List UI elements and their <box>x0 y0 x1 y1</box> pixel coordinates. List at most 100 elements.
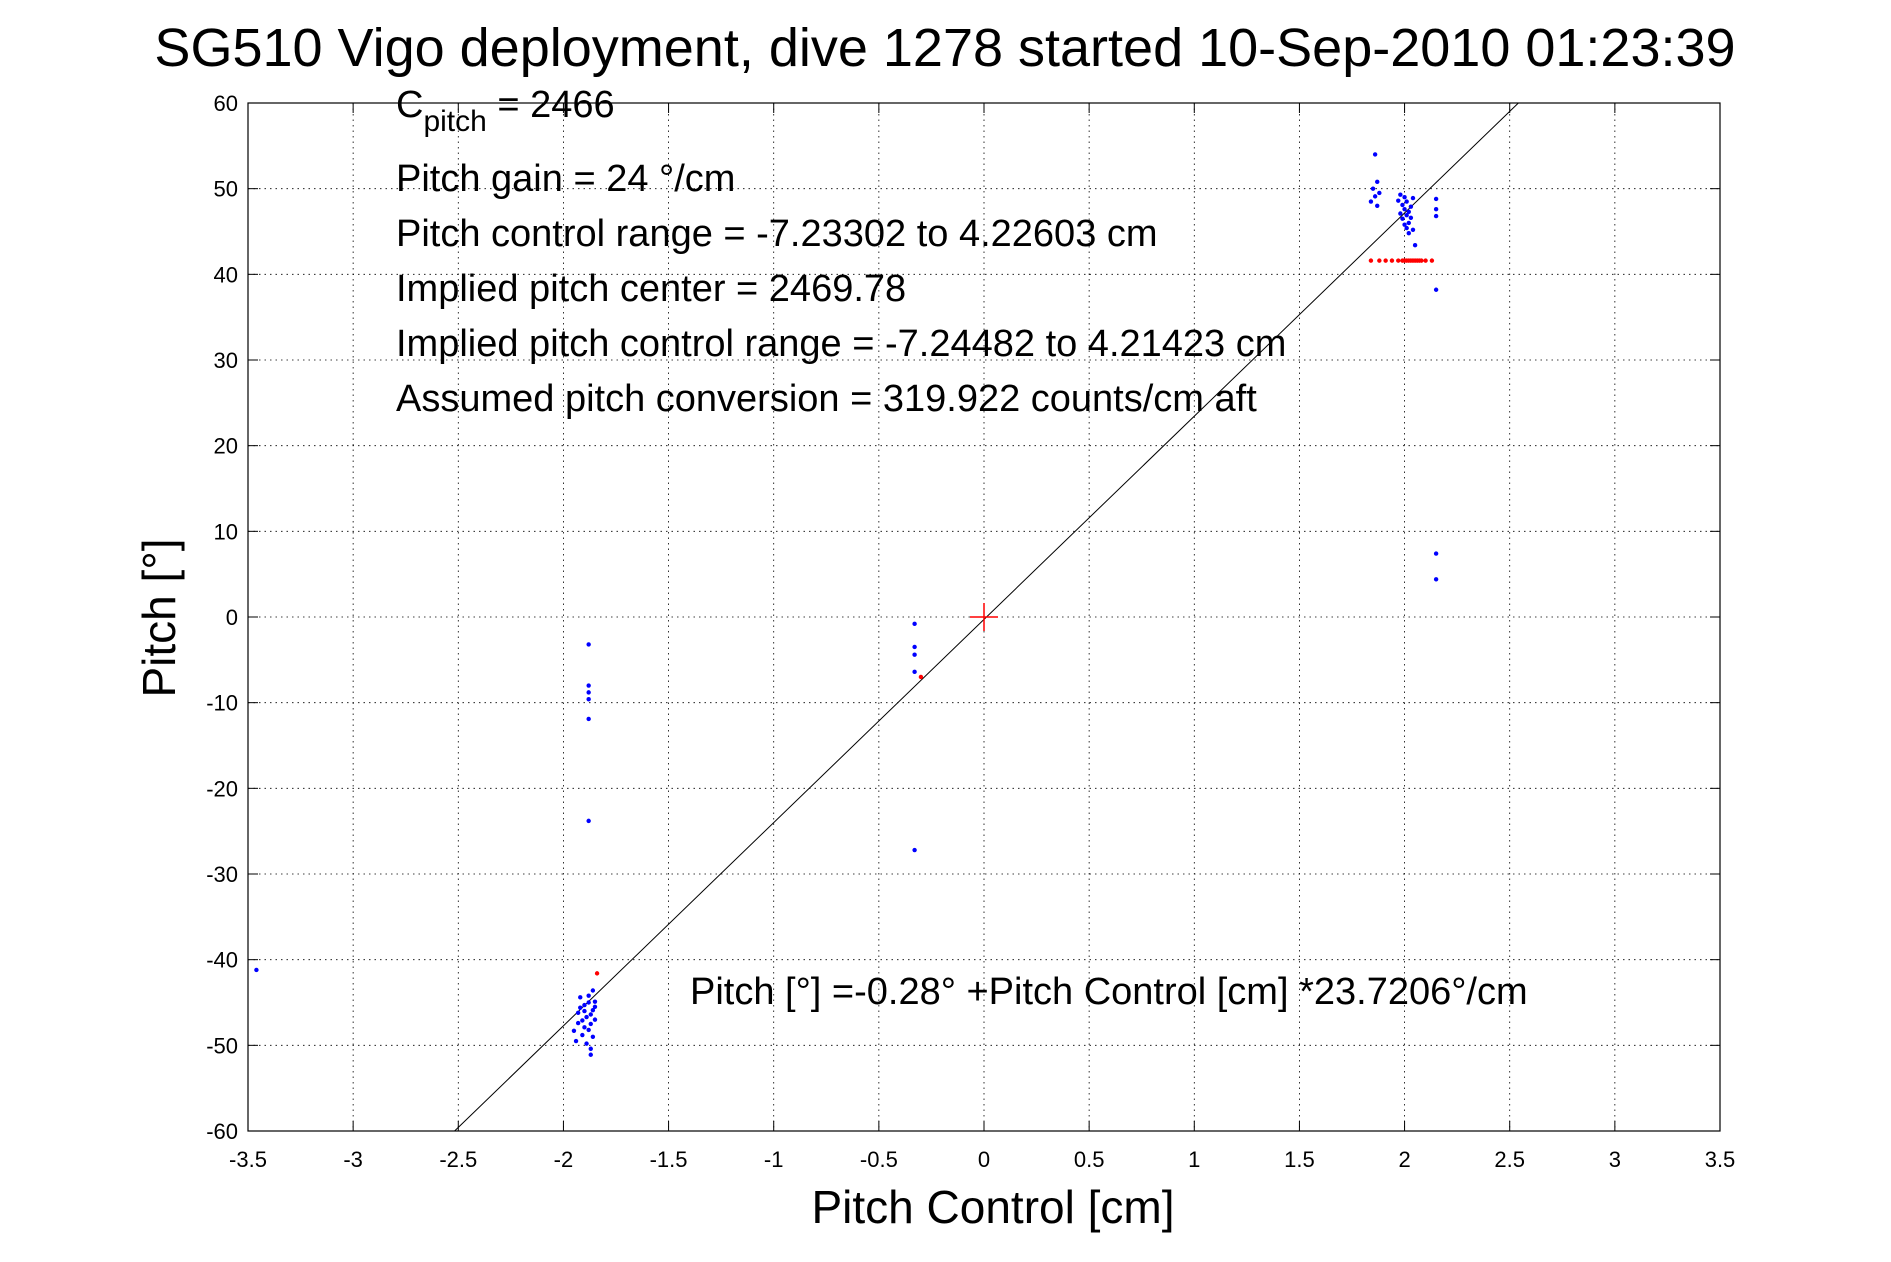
data-point <box>586 818 591 824</box>
data-point <box>571 1028 577 1033</box>
data-point <box>1406 220 1411 226</box>
data-point <box>586 683 591 688</box>
data-point <box>1433 213 1439 219</box>
data-point <box>586 716 591 722</box>
data-point <box>1377 190 1382 196</box>
data-point <box>1402 222 1407 227</box>
y-tick-label: 40 <box>214 262 238 287</box>
x-tick-label: 2 <box>1398 1147 1410 1172</box>
x-tick-label: 1 <box>1188 1147 1200 1172</box>
data-point <box>1404 213 1409 218</box>
data-point <box>590 1008 596 1013</box>
fit-equation-annotation: Pitch [°] =-0.28° +Pitch Control [cm] *2… <box>690 971 1528 1013</box>
data-point <box>592 1004 598 1009</box>
y-tick-label: 0 <box>226 605 238 630</box>
data-point <box>590 1034 596 1039</box>
x-tick-label: 0.5 <box>1074 1147 1105 1172</box>
x-tick-label: -2 <box>554 1147 574 1172</box>
data-point <box>1398 192 1403 197</box>
data-point <box>580 1018 585 1023</box>
data-point <box>912 652 917 657</box>
grid-lines <box>248 103 1720 1131</box>
y-tick-label: 50 <box>214 177 238 202</box>
y-tick-label: -60 <box>206 1119 238 1144</box>
data-point <box>1408 204 1414 209</box>
data-point <box>1372 152 1378 157</box>
data-point <box>586 697 591 702</box>
x-tick-label: -1.5 <box>650 1147 688 1172</box>
data-point <box>586 993 591 998</box>
data-point <box>592 999 598 1004</box>
y-tick-label: -20 <box>206 776 238 801</box>
data-point <box>1402 195 1407 200</box>
data-point <box>584 1041 589 1046</box>
y-tick-label: -40 <box>206 948 238 973</box>
data-point <box>575 1020 581 1026</box>
data-point <box>588 1046 593 1051</box>
data-point <box>590 988 596 993</box>
data-point <box>584 1014 589 1020</box>
data-point <box>1429 258 1435 263</box>
data-point <box>1370 186 1376 191</box>
data-point <box>573 1038 579 1044</box>
tick-marks <box>247 102 1721 1132</box>
data-point <box>588 1052 593 1057</box>
data-point <box>1383 258 1388 263</box>
data-point <box>586 1000 591 1005</box>
data-point <box>1400 202 1405 208</box>
data-point <box>575 1010 581 1015</box>
data-point <box>588 1012 593 1017</box>
data-point <box>1396 198 1401 203</box>
x-axis-label: Pitch Control [cm] <box>812 1181 1175 1233</box>
data-points <box>254 152 1439 1057</box>
x-tick-labels: -3.5 -3 -2.5 -2 -1.5 -1 -0.5 0 0.5 1 1.5 2 2.5 3 3.5 <box>229 1147 1735 1172</box>
x-tick-label: -3 <box>343 1147 363 1172</box>
data-point <box>912 621 917 627</box>
data-point <box>912 847 917 853</box>
data-point <box>582 1025 587 1030</box>
x-tick-label: -1 <box>764 1147 784 1172</box>
data-point <box>1406 231 1411 236</box>
data-point <box>254 967 259 973</box>
c-pitch-subscript: pitch <box>423 105 486 138</box>
data-point <box>1410 227 1416 232</box>
annotation-block: Cpitch = 2466 Pitch gain = 24 °/cm Pitch… <box>396 84 1528 1013</box>
data-point <box>578 1005 583 1010</box>
data-point <box>1433 207 1439 212</box>
data-point <box>1398 211 1403 216</box>
y-tick-label: -50 <box>206 1033 238 1058</box>
y-tick-label: -10 <box>206 691 238 716</box>
data-point <box>1372 194 1378 199</box>
x-tick-label: 3 <box>1609 1147 1621 1172</box>
data-point <box>1368 199 1374 204</box>
data-point <box>1396 258 1401 263</box>
data-point <box>588 1021 593 1027</box>
data-point <box>586 1027 591 1033</box>
chart-title: SG510 Vigo deployment, dive 1278 started… <box>154 18 1735 78</box>
data-point <box>1433 577 1439 582</box>
data-point <box>1404 225 1409 231</box>
data-point <box>1402 207 1407 212</box>
data-point <box>582 1002 587 1008</box>
data-point <box>594 971 600 976</box>
y-tick-label: 60 <box>214 91 238 116</box>
data-point <box>1419 258 1424 263</box>
data-point <box>912 669 917 675</box>
data-point <box>1400 216 1405 221</box>
x-tick-label: 2.5 <box>1494 1147 1525 1172</box>
data-point <box>1412 243 1418 248</box>
c-pitch-value: = 2466 <box>487 84 615 126</box>
x-tick-label: 0 <box>978 1147 990 1172</box>
x-tick-label: -3.5 <box>229 1147 267 1172</box>
data-point <box>1375 179 1380 185</box>
y-tick-label: 20 <box>214 434 238 459</box>
data-point <box>582 1008 587 1014</box>
data-point <box>1377 258 1382 263</box>
pitch-conversion-annotation: Assumed pitch conversion = 319.922 count… <box>396 378 1257 420</box>
x-tick-label: -2.5 <box>439 1147 477 1172</box>
data-point <box>1433 287 1439 292</box>
pitch-gain-annotation: Pitch gain = 24 °/cm <box>396 158 735 200</box>
data-point <box>912 644 917 650</box>
data-point <box>918 674 924 680</box>
